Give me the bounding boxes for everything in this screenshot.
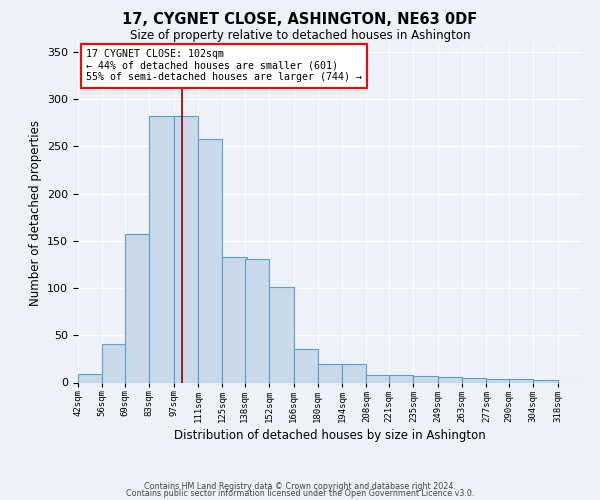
Bar	[438, 377, 462, 382]
Text: 17, CYGNET CLOSE, ASHINGTON, NE63 0DF: 17, CYGNET CLOSE, ASHINGTON, NE63 0DF	[122, 12, 478, 28]
Text: Size of property relative to detached houses in Ashington: Size of property relative to detached ho…	[130, 29, 470, 42]
Bar	[125, 234, 149, 382]
Bar	[367, 375, 391, 382]
Y-axis label: Number of detached properties: Number of detached properties	[29, 120, 41, 306]
Bar	[509, 378, 533, 382]
Bar	[78, 374, 103, 382]
Bar	[245, 259, 269, 382]
Bar	[318, 364, 342, 382]
Bar	[222, 257, 247, 382]
Bar	[487, 378, 511, 382]
Bar	[533, 380, 557, 382]
Bar	[173, 116, 198, 382]
Bar	[413, 376, 438, 382]
Bar	[149, 116, 173, 382]
Bar	[198, 139, 222, 382]
X-axis label: Distribution of detached houses by size in Ashington: Distribution of detached houses by size …	[174, 428, 486, 442]
Text: Contains public sector information licensed under the Open Government Licence v3: Contains public sector information licen…	[126, 488, 474, 498]
Bar	[389, 375, 413, 382]
Bar	[293, 350, 318, 382]
Bar	[462, 378, 487, 382]
Bar	[103, 344, 127, 383]
Bar	[269, 287, 293, 382]
Text: 17 CYGNET CLOSE: 102sqm
← 44% of detached houses are smaller (601)
55% of semi-d: 17 CYGNET CLOSE: 102sqm ← 44% of detache…	[86, 50, 362, 82]
Bar	[342, 364, 367, 382]
Text: Contains HM Land Registry data © Crown copyright and database right 2024.: Contains HM Land Registry data © Crown c…	[144, 482, 456, 491]
